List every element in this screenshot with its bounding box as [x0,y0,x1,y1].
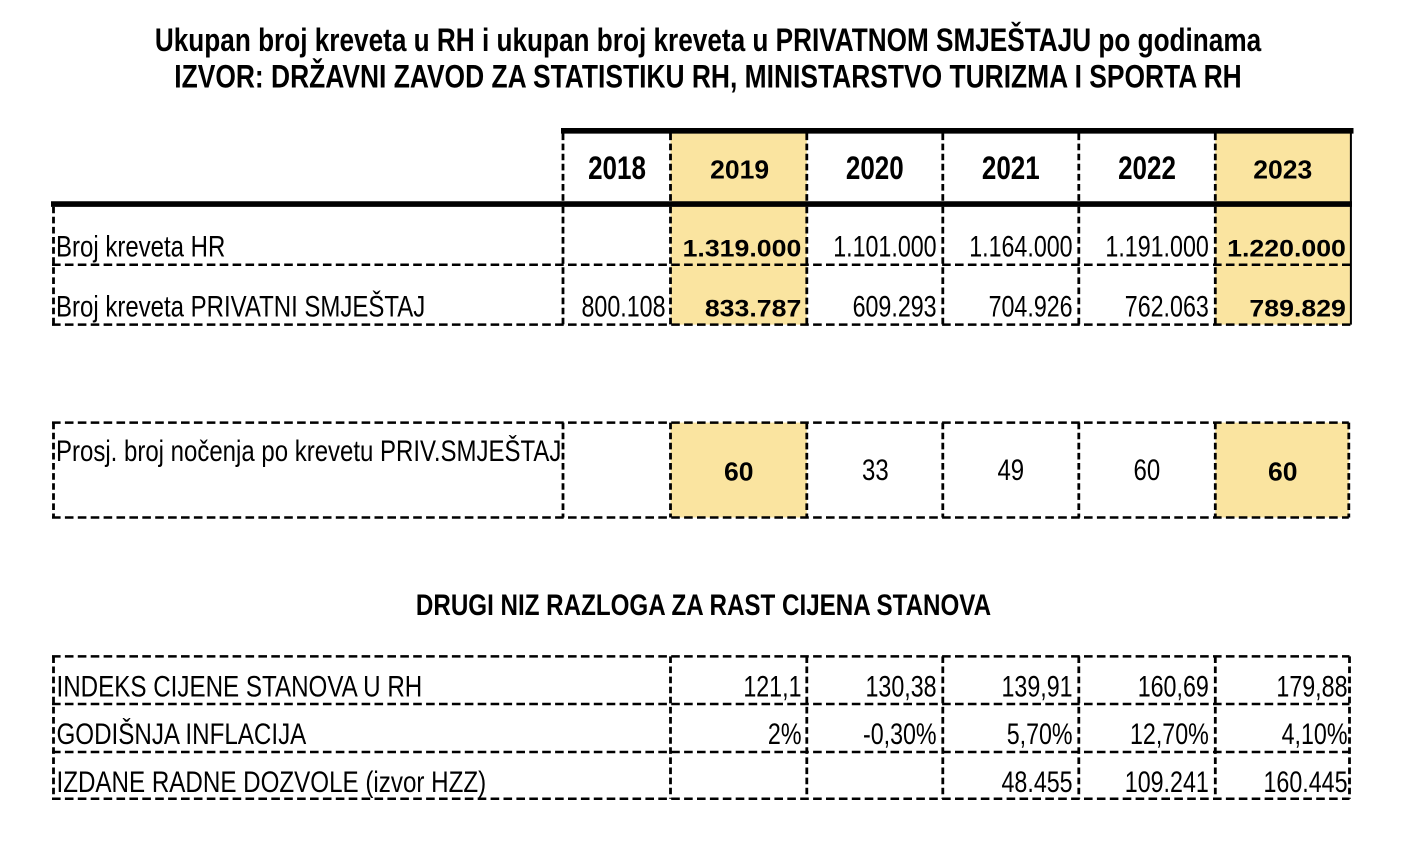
svg-text:Prosj. broj nočenja po krevetu: Prosj. broj nočenja po krevetu PRIV.SMJE… [56,433,561,467]
svg-text:33: 33 [862,452,889,486]
svg-text:704.926: 704.926 [989,290,1073,324]
svg-text:60: 60 [1134,452,1161,486]
svg-text:5,70%: 5,70% [1007,717,1073,751]
svg-text:1.164.000: 1.164.000 [969,230,1072,264]
svg-text:4,10%: 4,10% [1282,717,1348,751]
svg-text:1.319.000: 1.319.000 [683,236,802,263]
svg-text:1.220.000: 1.220.000 [1227,236,1346,263]
svg-text:130,38: 130,38 [866,670,937,704]
svg-text:IZDANE RADNE DOZVOLE (izvor HZ: IZDANE RADNE DOZVOLE (izvor HZZ) [57,765,487,799]
svg-text:2019: 2019 [710,155,769,185]
svg-text:2018: 2018 [588,150,646,186]
svg-text:1.101.000: 1.101.000 [833,230,936,264]
svg-text:139,91: 139,91 [1002,670,1073,704]
svg-text:2021: 2021 [982,150,1040,186]
svg-text:60: 60 [1268,457,1297,487]
svg-text:833.787: 833.787 [705,295,801,322]
svg-text:2022: 2022 [1118,150,1176,186]
svg-text:Ukupan broj kreveta u RH i uku: Ukupan broj kreveta u RH i ukupan broj k… [155,21,1262,58]
svg-text:GODIŠNJA INFLACIJA: GODIŠNJA INFLACIJA [57,717,308,751]
svg-text:Broj kreveta HR: Broj kreveta HR [56,229,225,263]
svg-text:48.455: 48.455 [1002,765,1073,799]
svg-text:160,69: 160,69 [1138,670,1209,704]
svg-text:179,88: 179,88 [1276,670,1347,704]
svg-text:800.108: 800.108 [581,290,665,324]
svg-text:109.241: 109.241 [1125,765,1209,799]
svg-text:-0,30%: -0,30% [863,717,937,751]
svg-text:49: 49 [997,452,1024,486]
svg-text:121,1: 121,1 [743,670,801,704]
svg-text:2020: 2020 [846,150,904,186]
svg-text:12,70%: 12,70% [1130,717,1209,751]
svg-text:INDEKS CIJENE STANOVA U RH: INDEKS CIJENE STANOVA U RH [57,669,423,703]
svg-text:609.293: 609.293 [853,290,937,324]
svg-text:160.445: 160.445 [1263,765,1347,799]
svg-text:Broj kreveta PRIVATNI SMJEŠTAJ: Broj kreveta PRIVATNI SMJEŠTAJ [56,289,425,323]
svg-text:2023: 2023 [1253,155,1312,185]
svg-text:60: 60 [724,457,753,487]
svg-text:762.063: 762.063 [1125,290,1209,324]
svg-text:DRUGI NIZ RAZLOGA ZA RAST CIJE: DRUGI NIZ RAZLOGA ZA RAST CIJENA STANOVA [416,587,991,621]
svg-text:789.829: 789.829 [1249,295,1345,322]
svg-text:2%: 2% [768,717,802,751]
svg-text:1.191.000: 1.191.000 [1105,230,1208,264]
svg-text:IZVOR: DRŽAVNI ZAVOD ZA STATIS: IZVOR: DRŽAVNI ZAVOD ZA STATISTIKU RH, M… [174,58,1241,95]
